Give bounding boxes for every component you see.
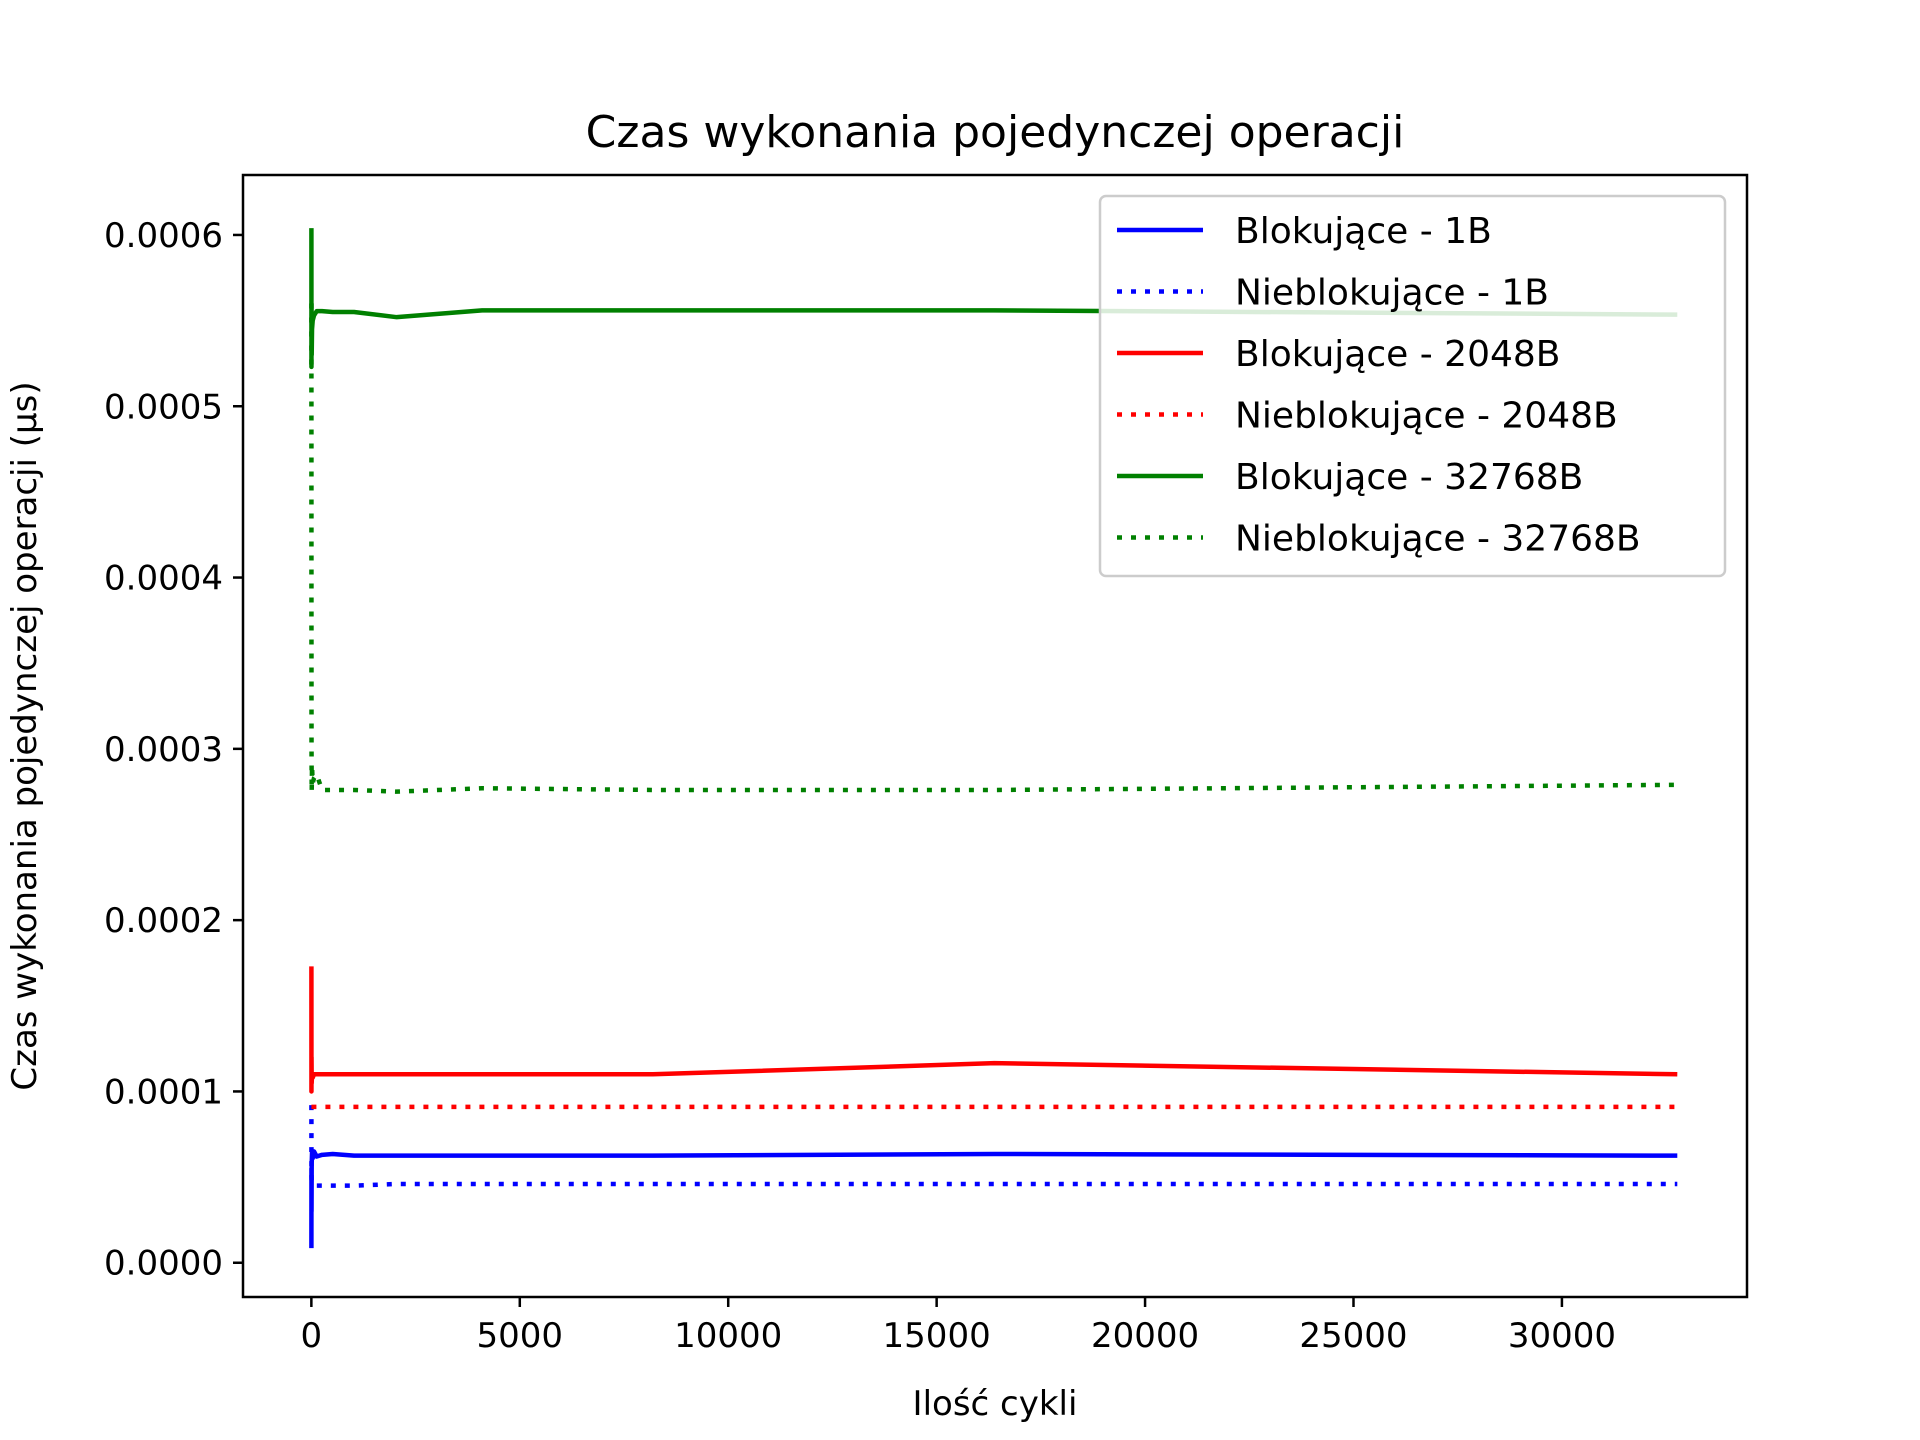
plot-area [309,228,1678,1249]
legend-label: Nieblokujące - 32768B [1235,519,1641,560]
chart-title: Czas wykonania pojedynczej operacji [586,107,1405,158]
legend-label: Blokujące - 2048B [1235,334,1560,375]
series-line-blokujace-32768b [309,228,1678,370]
y-tick-label: 0.0004 [104,559,223,599]
y-tick-label: 0.0001 [104,1072,223,1112]
legend-box [1098,194,1727,578]
x-tick-label: 30000 [1508,1316,1616,1356]
y-tick-label: 0.0003 [104,730,223,770]
y-tick-label: 0.0005 [104,387,223,427]
x-tick-label: 20000 [1091,1316,1199,1356]
legend-label: Nieblokujące - 2048B [1235,396,1618,437]
y-tick-label: 0.0006 [104,216,223,256]
series-line-nieblokujace-1b [309,1105,1678,1188]
x-tick-label: 15000 [883,1316,991,1356]
x-tick-label: 25000 [1299,1316,1407,1356]
legend-label: Blokujące - 1B [1235,211,1492,252]
x-tick-label: 5000 [477,1316,564,1356]
legend-label: Nieblokujące - 1B [1235,273,1549,314]
x-axis-label: Ilość cykli [913,1384,1078,1424]
y-axis: 0.0000 0.0001 0.0002 0.0003 0.0004 0.0005 0.00… [104,216,243,1284]
y-tick-label: 0.0000 [104,1244,223,1284]
series-line-blokujace-1b [309,1149,1678,1249]
y-axis-label: Czas wykonania pojedynczej operacji (µs) [5,381,45,1090]
x-tick-label: 10000 [674,1316,782,1356]
y-tick-label: 0.0002 [104,901,223,941]
series-line-nieblokujace-32768b [309,303,1678,794]
plot-frame [241,173,1749,1299]
legend: Blokujące - 1B Nieblokujące - 1B Blokujące… [1098,194,1727,578]
series-line-blokujace-2048b [309,966,1678,1094]
legend-label: Blokujące - 32768B [1235,457,1583,498]
x-tick-label: 0 [301,1316,323,1356]
x-axis: 0 5000 10000 15000 20000 25000 30000 [301,1297,1616,1356]
